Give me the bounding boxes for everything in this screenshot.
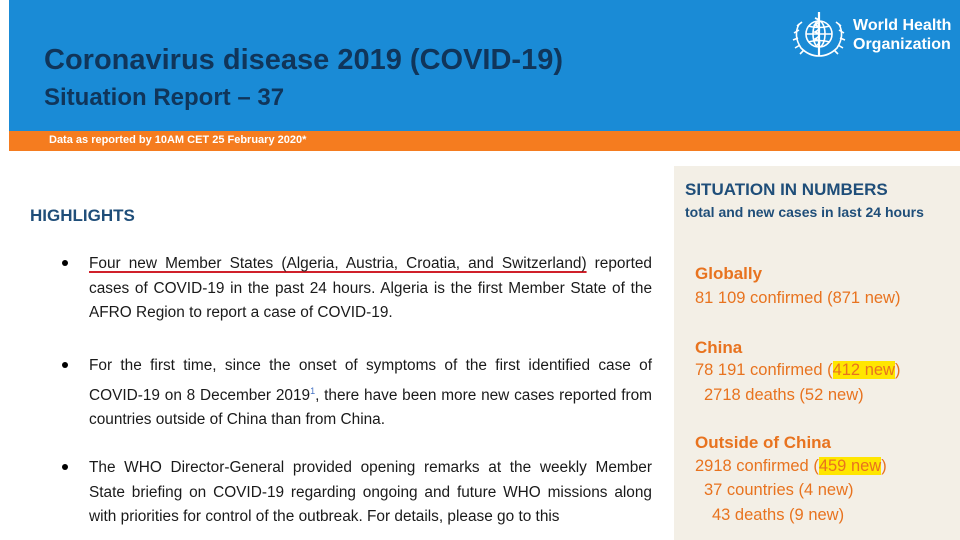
report-header: Coronavirus disease 2019 (COVID-19) Situ…: [9, 0, 960, 131]
date-bar: Data as reported by 10AM CET 25 February…: [9, 131, 960, 151]
situation-title: SITUATION IN NUMBERS: [685, 180, 888, 199]
footnote-link[interactable]: 1: [310, 385, 316, 396]
china-label: China: [695, 338, 743, 357]
globally-label: Globally: [695, 264, 763, 283]
highlight-item-2-text-before: For the first time, since the onset of s…: [89, 357, 652, 404]
china-confirmed: 78 191 confirmed (412 new): [695, 361, 900, 380]
who-logo-line2: Organization: [853, 36, 951, 53]
outside-confirmed: 2918 confirmed (459 new): [695, 457, 887, 476]
china-deaths: 2718 deaths (52 new): [704, 386, 864, 404]
who-logo-text: World Health Organization: [853, 16, 951, 54]
situation-in-numbers-panel: SITUATION IN NUMBERS total and new cases…: [674, 166, 960, 540]
outside-china-label: Outside of China: [695, 433, 831, 452]
who-logo: World Health Organization: [789, 8, 960, 64]
highlight-item-1: Four new Member States (Algeria, Austria…: [89, 252, 652, 326]
outside-countries: 37 countries (4 new): [704, 481, 854, 499]
china-confirmed-post: ): [894, 361, 901, 379]
highlight-item-3-text: The WHO Director-General provided openin…: [89, 459, 652, 525]
highlight-item-2: For the first time, since the onset of s…: [89, 354, 652, 433]
outside-new-highlight: 459 new: [818, 457, 882, 475]
date-line: Data as reported by 10AM CET 25 February…: [49, 134, 307, 146]
outside-confirmed-post: ): [881, 457, 887, 475]
globally-confirmed: 81 109 confirmed (871 new): [695, 289, 901, 307]
highlight-item-1-lead: Four new Member States (Algeria, Austria…: [89, 255, 587, 272]
bullet-icon: [60, 258, 70, 268]
china-confirmed-pre: 78 191 confirmed (: [695, 361, 833, 379]
china-new-highlight: 412 new: [832, 361, 895, 379]
bullet-icon: [60, 360, 70, 370]
situation-subtitle: total and new cases in last 24 hours: [685, 204, 924, 220]
highlight-item-2-text-after: , there have been more new cases reporte…: [89, 386, 652, 429]
who-emblem-icon: [792, 12, 846, 57]
highlight-item-1-text: reported cases of COVID-19 in the past 2…: [89, 255, 652, 321]
outside-confirmed-pre: 2918 confirmed (: [695, 457, 819, 475]
report-subtitle: Situation Report – 37: [44, 84, 285, 111]
outside-deaths: 43 deaths (9 new): [712, 506, 845, 524]
highlight-item-3: The WHO Director-General provided openin…: [89, 456, 652, 530]
report-title: Coronavirus disease 2019 (COVID-19): [44, 44, 563, 76]
who-logo-line1: World Health: [853, 17, 952, 34]
highlights-heading: HIGHLIGHTS: [30, 206, 135, 225]
bullet-icon: [60, 462, 70, 472]
